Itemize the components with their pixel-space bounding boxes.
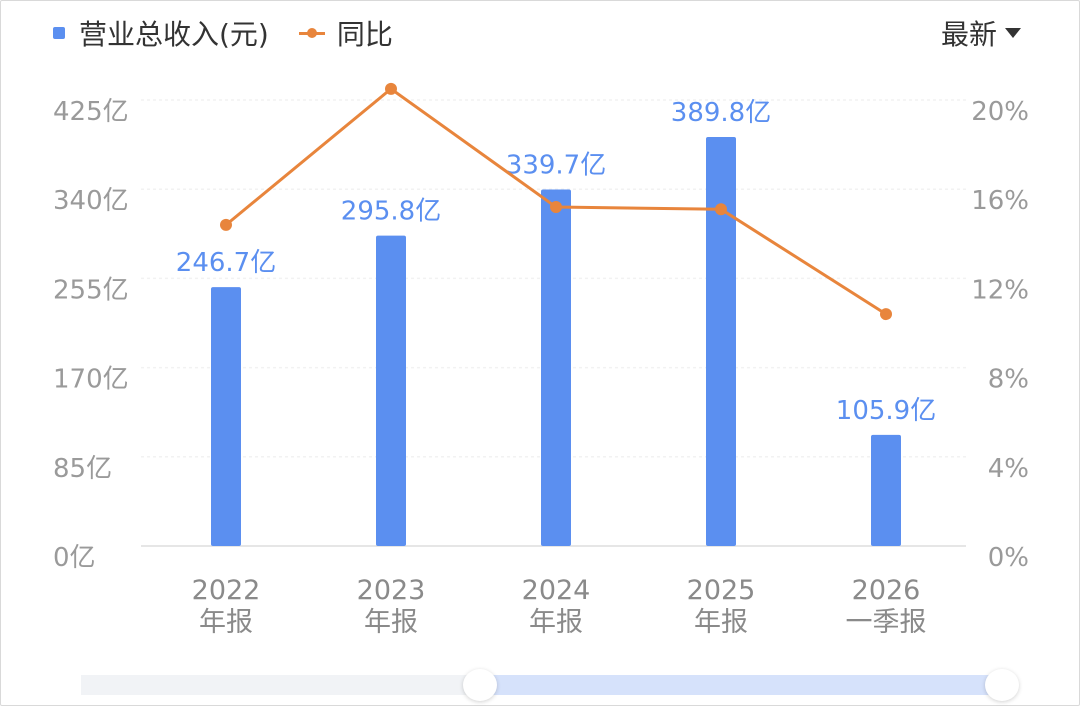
legend-item-yoy[interactable]: 同比 [298, 13, 393, 53]
revenue-bar [706, 136, 736, 546]
range-slider-left-handle[interactable] [463, 669, 498, 701]
y-right-tick-label: 12% [971, 275, 1029, 305]
revenue-data-label: 339.7亿 [506, 151, 606, 181]
caret-down-icon [1005, 28, 1021, 38]
x-tick-label-year: 2025 [687, 575, 756, 606]
y-right-tick-label: 0% [988, 543, 1029, 573]
yoy-point [715, 203, 727, 216]
revenue-data-label: 246.7亿 [176, 248, 276, 278]
x-tick-label-period: 年报 [364, 607, 418, 638]
y-left-tick-label: 425亿 [53, 97, 129, 127]
line-swatch-icon [298, 27, 325, 39]
y-right-tick-label: 4% [988, 454, 1029, 484]
range-slider-right-handle[interactable] [985, 669, 1019, 701]
x-tick-label-year: 2024 [522, 575, 591, 606]
y-left-tick-label: 85亿 [53, 454, 112, 484]
revenue-data-label: 389.8亿 [671, 98, 771, 128]
yoy-point [550, 201, 562, 214]
y-right-tick-label: 8% [988, 365, 1029, 395]
x-tick-label-period: 年报 [529, 607, 583, 638]
x-tick-label-period: 一季报 [846, 607, 927, 638]
legend-label-yoy: 同比 [336, 18, 393, 51]
revenue-data-label: 105.9亿 [836, 396, 936, 426]
period-filter-label: 最新 [940, 18, 997, 51]
revenue-data-label: 295.8亿 [341, 197, 441, 227]
revenue-bar [376, 235, 406, 547]
x-tick-label-year: 2026 [852, 575, 921, 606]
x-tick-label-period: 年报 [199, 607, 253, 638]
yoy-point [880, 308, 892, 321]
legend-label-revenue: 营业总收入(元) [79, 18, 269, 51]
x-tick-label-period: 年报 [694, 607, 748, 638]
legend-item-revenue[interactable]: 营业总收入(元) [53, 13, 269, 53]
y-left-tick-label: 170亿 [53, 365, 129, 395]
y-right-tick-label: 20% [971, 97, 1029, 127]
bar-swatch-icon [53, 27, 65, 39]
yoy-point [220, 218, 232, 231]
period-filter-dropdown[interactable]: 最新 [941, 15, 1021, 51]
revenue-bar [211, 287, 241, 546]
legend: 营业总收入(元) 同比 [53, 15, 423, 51]
yoy-point [385, 82, 397, 95]
y-left-tick-label: 255亿 [53, 275, 129, 305]
x-tick-label-year: 2022 [192, 575, 261, 606]
revenue-bar [871, 434, 901, 546]
revenue-bar [541, 189, 571, 546]
y-left-tick-label: 0亿 [53, 543, 96, 573]
range-slider-selection[interactable] [480, 675, 1009, 695]
y-right-tick-label: 16% [971, 186, 1029, 216]
y-left-tick-label: 340亿 [53, 186, 129, 216]
x-tick-label-year: 2023 [357, 575, 426, 606]
